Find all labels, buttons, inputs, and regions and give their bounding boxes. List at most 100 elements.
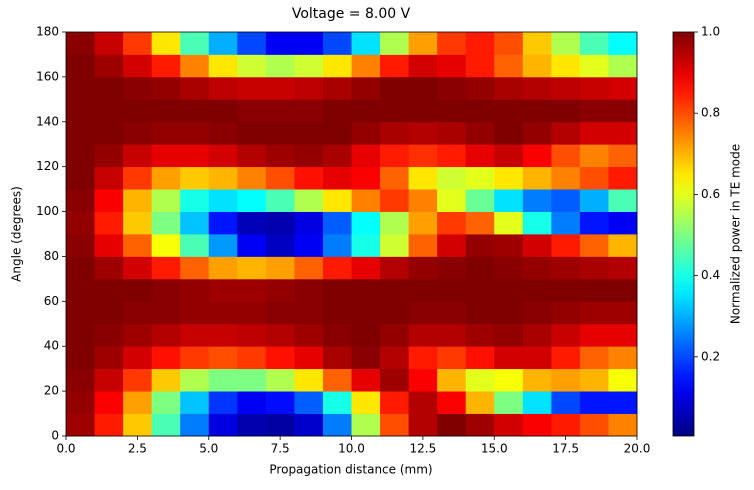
heatmap-cell [551,99,581,123]
heatmap-cell [494,99,524,123]
heatmap-cell [94,278,124,302]
heatmap-cell [151,234,181,257]
heatmap-cell [551,301,581,325]
chart-title: Voltage = 8.00 V [292,6,411,22]
heatmap-cell [151,166,181,190]
heatmap-cell [180,32,210,55]
heatmap-cell [237,32,267,55]
heatmap-cell [237,256,267,280]
heatmap-cell [151,346,181,370]
heatmap-cell [265,256,295,280]
heatmap-cell [551,166,581,190]
heatmap-cell [208,413,238,437]
heatmap-cell [322,144,352,168]
heatmap-cell [180,144,210,168]
heatmap-cell [551,234,581,257]
y-tick-label: 20 [44,384,59,398]
heatmap-cell [66,323,95,347]
heatmap-cell [437,211,467,235]
heatmap-cell [351,323,381,347]
heatmap-cell [151,189,181,212]
heatmap-cell [123,144,153,168]
heatmap-cell [551,368,581,392]
heatmap-cell [494,76,524,100]
heatmap-cell [608,76,638,100]
heatmap-cell [437,323,467,347]
heatmap-cell [380,121,409,145]
heatmap-cell [551,189,581,212]
y-tick-label: 100 [36,204,59,218]
heatmap-cell [66,301,95,325]
y-tick-label: 160 [36,69,59,83]
heatmap-cell [151,121,181,145]
heatmap-cell [351,413,381,437]
heatmap-cell [351,211,381,235]
heatmap-cell [408,368,438,392]
x-tick-label: 0.0 [56,442,75,456]
heatmap-cell [380,256,409,280]
heatmap-cell [437,301,467,325]
heatmap-cell [437,234,467,257]
heatmap-cell [494,301,524,325]
heatmap-cell [408,99,438,123]
heatmap-cell [94,54,124,78]
heatmap-cell [94,121,124,145]
heatmap-cell [237,301,267,325]
heatmap-cell [237,54,267,78]
heatmap-cell [579,54,609,78]
heatmap-cell [408,166,438,190]
heatmap-cell [294,54,324,78]
heatmap-cell [465,256,495,280]
heatmap-cell [151,278,181,302]
heatmap-cell [180,413,210,437]
colorbar-label: Normalized power in TE mode [729,144,743,324]
heatmap-cell [380,144,409,168]
heatmap-cell [551,413,581,437]
heatmap-cell [151,256,181,280]
heatmap-cell [494,323,524,347]
heatmap-cell [437,278,467,302]
heatmap-cell [66,54,95,78]
heatmap-cell [608,323,638,347]
heatmap-cell [522,368,552,392]
heatmap-cell [294,346,324,370]
heatmap-cell [579,278,609,302]
heatmap-cell [237,76,267,100]
heatmap-cell [66,368,95,392]
heatmap-cell [551,76,581,100]
heatmap-cell [237,121,267,145]
heatmap-cell [94,391,124,414]
heatmap-cell [380,166,409,190]
heatmap-cell [351,346,381,370]
heatmap-cell [437,99,467,123]
colorbar-tick-label: 1.0 [701,25,720,39]
colorbar-tick-label: 0.8 [701,106,720,120]
heatmap-cell [608,189,638,212]
heatmap-cell [380,413,409,437]
heatmap-cell [66,234,95,257]
x-tick-label: 10.0 [338,442,365,456]
heatmap-cell [180,166,210,190]
heatmap-cell [494,144,524,168]
heatmap-cell [351,189,381,212]
heatmap-cell [94,346,124,370]
heatmap-cell [265,189,295,212]
heatmap-cell [180,368,210,392]
heatmap-cell [208,323,238,347]
heatmap-cell [408,144,438,168]
heatmap-cell [494,211,524,235]
heatmap-cell [351,368,381,392]
heatmap-cell [380,346,409,370]
heatmap-cell [465,144,495,168]
heatmap-cell [66,189,95,212]
heatmap-cell [208,54,238,78]
heatmap-cell [437,166,467,190]
heatmap-cell [180,54,210,78]
heatmap-cell [522,211,552,235]
heatmap-cell [322,346,352,370]
heatmap-cell [180,256,210,280]
heatmap-cell [579,368,609,392]
y-axis-label: Angle (degrees) [10,186,24,282]
heatmap-cell [322,368,352,392]
heatmap-cell [408,413,438,437]
